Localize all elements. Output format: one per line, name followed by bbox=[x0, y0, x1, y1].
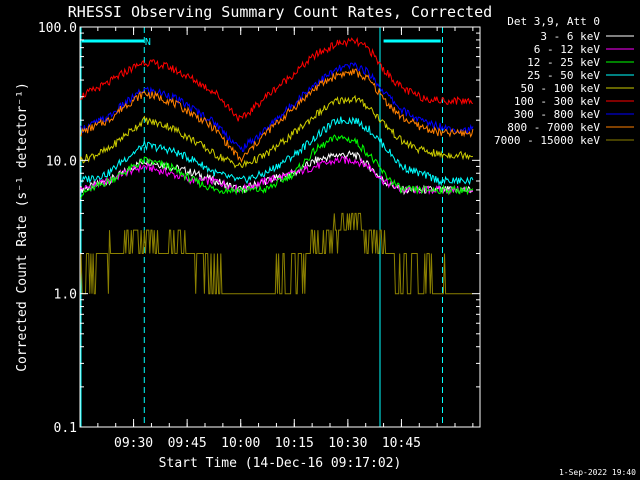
plot-frame bbox=[79, 26, 481, 428]
timestamp: 1-Sep-2022 19:40 bbox=[559, 468, 636, 477]
series-line-2 bbox=[79, 134, 474, 200]
y-axis-label: Corrected Count Rate (s⁻¹ detector⁻¹) bbox=[15, 82, 30, 372]
x-tick-label: 10:30 bbox=[328, 436, 367, 451]
series-line-8 bbox=[79, 212, 473, 295]
legend-label: 50 - 100 keV bbox=[521, 82, 601, 95]
y-tick-label: 100.0 bbox=[38, 21, 77, 36]
legend-label: 300 - 800 keV bbox=[514, 108, 600, 121]
y-tick-label: 0.1 bbox=[54, 421, 77, 436]
series-line-7 bbox=[79, 68, 474, 164]
y-tick-label: 10.0 bbox=[46, 154, 77, 169]
x-tick-label: 09:30 bbox=[114, 436, 153, 451]
x-tick-label: 10:45 bbox=[382, 436, 421, 451]
legend-label: 6 - 12 keV bbox=[534, 43, 601, 56]
legend-label: 25 - 50 keV bbox=[527, 69, 600, 82]
x-axis-label: Start Time (14-Dec-16 09:17:02) bbox=[159, 456, 402, 471]
legend-title: Det 3,9, Att 0 bbox=[507, 15, 600, 28]
chart-title: RHESSI Observing Summary Count Rates, Co… bbox=[68, 3, 492, 21]
series-line-0 bbox=[79, 150, 473, 196]
annotation-0: N bbox=[145, 37, 151, 48]
series-line-1 bbox=[79, 155, 474, 195]
legend-label: 100 - 300 keV bbox=[514, 95, 600, 108]
legend-label: 7000 - 15000 keV bbox=[494, 134, 600, 147]
series-line-5 bbox=[79, 36, 474, 122]
series-line-3 bbox=[79, 116, 474, 187]
series-line-6 bbox=[79, 61, 474, 153]
x-tick-label: 09:45 bbox=[168, 436, 207, 451]
x-tick-label: 10:00 bbox=[221, 436, 260, 451]
legend-label: 3 - 6 keV bbox=[540, 30, 600, 43]
series-line-4 bbox=[79, 94, 474, 169]
x-tick-label: 10:15 bbox=[275, 436, 314, 451]
legend-label: 800 - 7000 keV bbox=[507, 121, 600, 134]
legend-label: 12 - 25 keV bbox=[527, 56, 600, 69]
y-tick-label: 1.0 bbox=[54, 288, 77, 303]
